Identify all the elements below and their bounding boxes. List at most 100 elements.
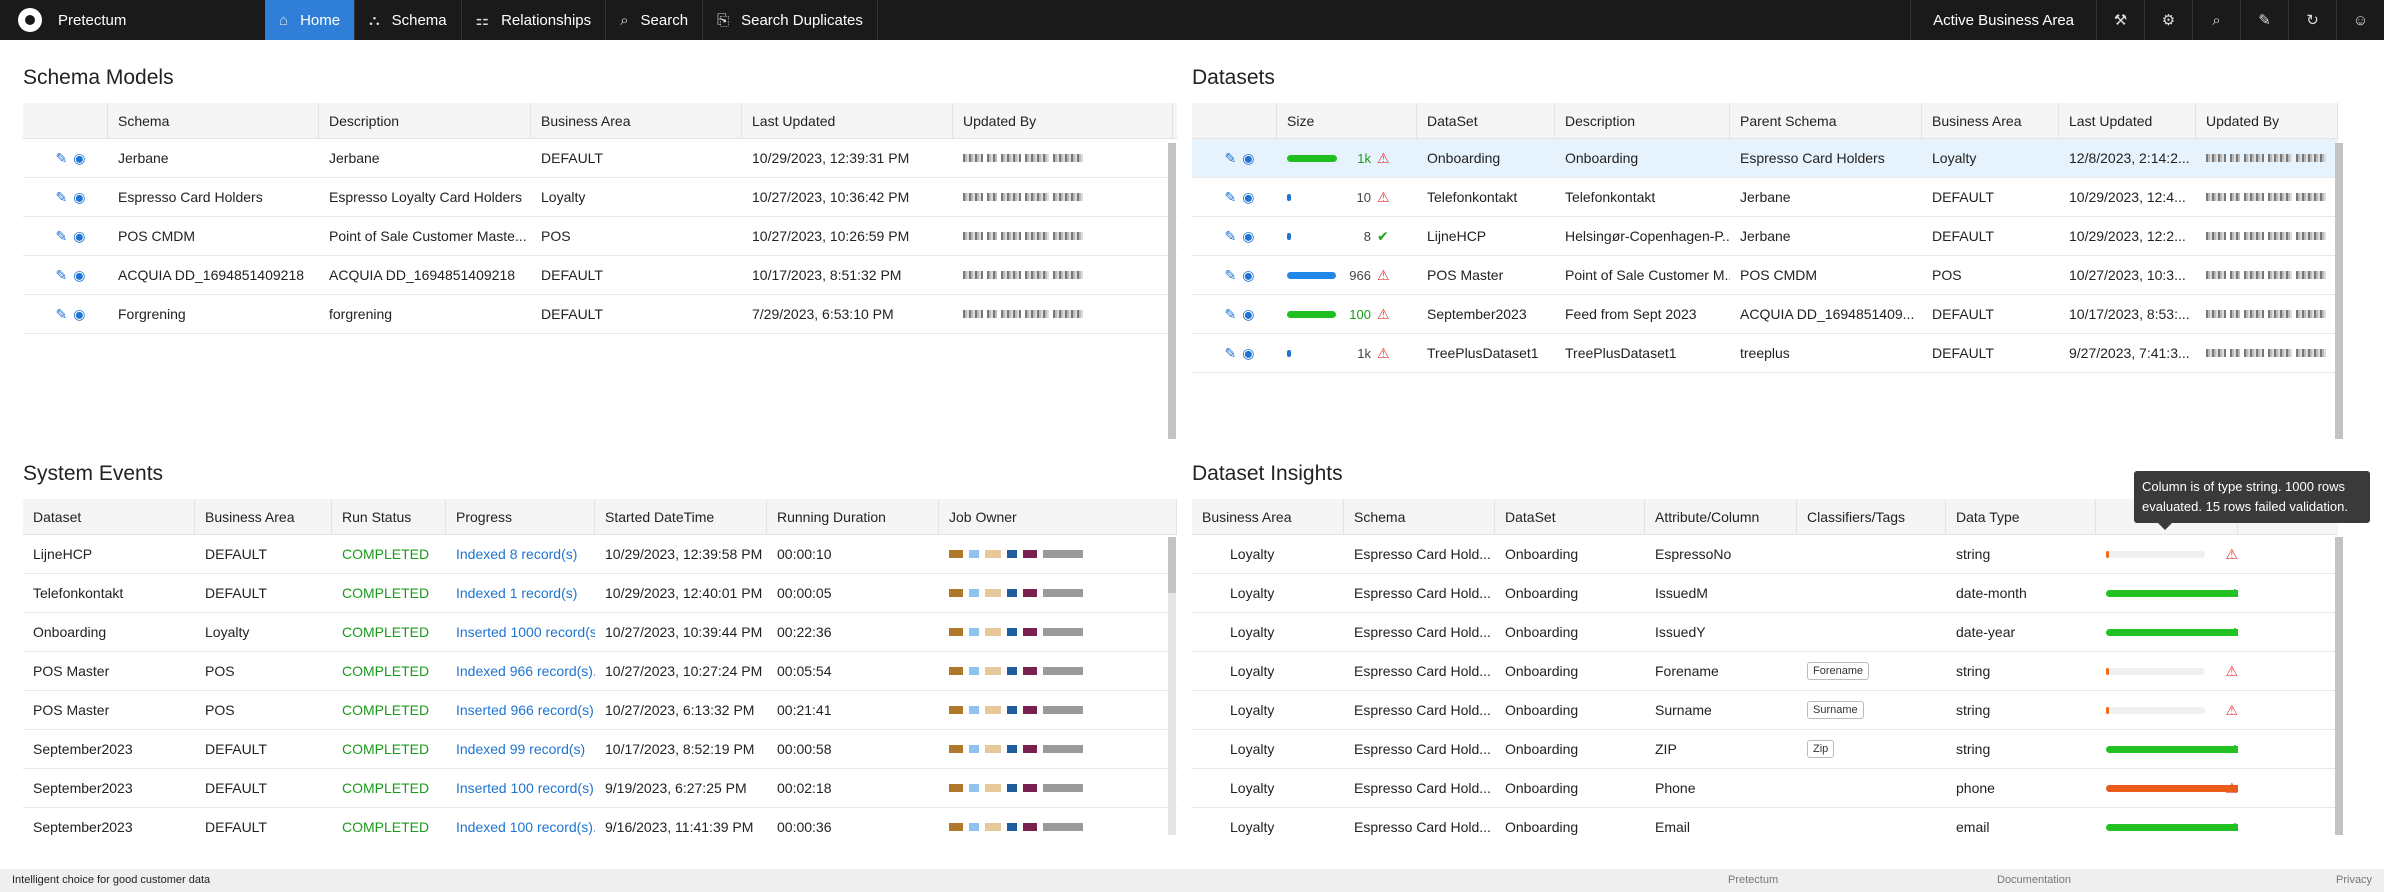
table-row[interactable]: Onboarding Loyalty COMPLETED Inserted 1000 …: [23, 613, 1177, 652]
progress-link[interactable]: Indexed 1 record(s): [456, 585, 578, 601]
view-icon[interactable]: ◉: [73, 149, 86, 166]
progress-link[interactable]: Inserted 1000 record(s): [456, 624, 595, 640]
table-row[interactable]: Loyalty Espresso Card Hold... Onboarding Es…: [1192, 535, 2338, 574]
edit-icon[interactable]: ✎: [1224, 188, 1237, 205]
column-header[interactable]: DataSet: [1495, 499, 1645, 535]
view-icon[interactable]: ◉: [73, 188, 86, 205]
table-row[interactable]: Loyalty Espresso Card Hold... Onboarding Fo…: [1192, 652, 2338, 691]
classifier-tag[interactable]: Zip: [1807, 740, 1835, 758]
edit-icon[interactable]: ✎: [55, 227, 68, 244]
column-header[interactable]: Running Duration: [767, 499, 939, 535]
dataset-insights-scrollbar[interactable]: [2335, 537, 2343, 835]
nav-search-duplicates[interactable]: ⎘ Search Duplicates: [703, 0, 878, 40]
column-header[interactable]: Progress: [446, 499, 595, 535]
schema-models-scrollbar[interactable]: [1168, 143, 1176, 439]
nav-schema[interactable]: ⛬ Schema: [355, 0, 462, 40]
table-row[interactable]: Telefonkontakt DEFAULT COMPLETED Indexed 1 …: [23, 574, 1177, 613]
column-header[interactable]: Last Updated: [2059, 103, 2196, 139]
footer-link-privacy[interactable]: Privacy: [2336, 874, 2373, 886]
column-header[interactable]: Run Status: [332, 499, 446, 535]
table-row[interactable]: ✎ ◉ 10 ⚠ Telefonkontakt Telefonkontakt Jerbane…: [1192, 178, 2338, 217]
column-header[interactable]: Updated By: [2196, 103, 2338, 139]
nav-relationships[interactable]: ⚏ Relationships: [462, 0, 607, 40]
column-header[interactable]: Data Type: [1946, 499, 2096, 535]
table-row[interactable]: ✎ ◉ Forgrening forgrening DEFAULT 7/29/2023, …: [23, 295, 1177, 334]
wand-icon[interactable]: ⚒: [2096, 0, 2144, 40]
validation-cell[interactable]: ⚠: [2096, 691, 2238, 730]
table-row[interactable]: September2023 DEFAULT COMPLETED Indexed 100…: [23, 808, 1177, 835]
edit-icon[interactable]: ✎: [55, 188, 68, 205]
table-row[interactable]: ✎ ◉ 1k ⚠ TreePlusDataset1 TreePlusDataset1 tre…: [1192, 334, 2338, 373]
validation-cell[interactable]: ✔: [2096, 613, 2238, 652]
classifier-tag[interactable]: Surname: [1807, 701, 1864, 719]
validation-cell[interactable]: ⚠: [2096, 652, 2238, 691]
column-header[interactable]: Schema: [108, 103, 319, 139]
validation-cell[interactable]: ✔: [2096, 730, 2238, 769]
column-header[interactable]: Updated By: [953, 103, 1173, 139]
table-row[interactable]: Loyalty Espresso Card Hold... Onboarding Is…: [1192, 613, 2338, 652]
column-header[interactable]: Business Area: [1922, 103, 2059, 139]
table-row[interactable]: September2023 DEFAULT COMPLETED Inserted 10…: [23, 769, 1177, 808]
classifier-tag[interactable]: Forename: [1807, 662, 1870, 680]
validation-cell[interactable]: ⚠: [2096, 769, 2238, 808]
column-header[interactable]: [23, 103, 108, 139]
column-header[interactable]: Size: [1277, 103, 1417, 139]
column-header[interactable]: Job Owner: [939, 499, 1177, 535]
column-header[interactable]: Business Area: [531, 103, 742, 139]
column-header[interactable]: [1192, 103, 1277, 139]
column-header[interactable]: DataSet: [1417, 103, 1555, 139]
view-icon[interactable]: ◉: [1242, 188, 1255, 205]
column-header[interactable]: Schema: [1344, 499, 1495, 535]
user-icon[interactable]: ☺: [2336, 0, 2384, 40]
view-icon[interactable]: ◉: [1242, 227, 1255, 244]
edit-icon[interactable]: ✎: [55, 149, 68, 166]
column-header[interactable]: Last Updated: [742, 103, 953, 139]
table-row[interactable]: POS Master POS COMPLETED Indexed 966 record…: [23, 652, 1177, 691]
footer-link-pretectum[interactable]: Pretectum: [1728, 874, 1779, 886]
edit-icon[interactable]: ✎: [1224, 344, 1237, 361]
progress-link[interactable]: Indexed 8 record(s): [456, 546, 578, 562]
view-icon[interactable]: ◉: [73, 266, 86, 283]
column-header[interactable]: Business Area: [195, 499, 332, 535]
progress-link[interactable]: Indexed 99 record(s): [456, 741, 586, 757]
tools-icon[interactable]: ✎: [2240, 0, 2288, 40]
progress-link[interactable]: Indexed 966 record(s)...: [456, 663, 595, 679]
table-row[interactable]: ✎ ◉ 966 ⚠ POS Master Point of Sale Customer M…: [1192, 256, 2338, 295]
brand[interactable]: Pretectum: [0, 0, 265, 40]
active-business-area-button[interactable]: Active Business Area: [1910, 0, 2096, 40]
edit-icon[interactable]: ✎: [1224, 227, 1237, 244]
view-icon[interactable]: ◉: [73, 227, 86, 244]
gear-icon[interactable]: ⚙: [2144, 0, 2192, 40]
column-header[interactable]: Started DateTime: [595, 499, 767, 535]
table-row[interactable]: Loyalty Espresso Card Hold... Onboarding Su…: [1192, 691, 2338, 730]
column-header[interactable]: Classifiers/Tags: [1797, 499, 1946, 535]
nav-search[interactable]: ⌕ Search: [606, 0, 704, 40]
view-icon[interactable]: ◉: [1242, 149, 1255, 166]
footer-link-documentation[interactable]: Documentation: [1997, 874, 2071, 886]
view-icon[interactable]: ◉: [73, 305, 86, 322]
edit-icon[interactable]: ✎: [1224, 266, 1237, 283]
zoom-icon[interactable]: ⌕: [2192, 0, 2240, 40]
column-header[interactable]: Parent Schema: [1730, 103, 1922, 139]
table-row[interactable]: ✎ ◉ 100 ⚠ September2023 Feed from Sept 2023 AC…: [1192, 295, 2338, 334]
column-header[interactable]: Dataset: [23, 499, 195, 535]
column-header[interactable]: Description: [1555, 103, 1730, 139]
table-row[interactable]: Loyalty Espresso Card Hold... Onboarding Ph…: [1192, 769, 2338, 808]
edit-icon[interactable]: ✎: [55, 305, 68, 322]
table-row[interactable]: ✎ ◉ POS CMDM Point of Sale Customer Maste..…: [23, 217, 1177, 256]
edit-icon[interactable]: ✎: [55, 266, 68, 283]
progress-link[interactable]: Indexed 100 record(s)...: [456, 819, 595, 835]
datasets-scrollbar[interactable]: [2335, 143, 2343, 439]
table-row[interactable]: Loyalty Espresso Card Hold... Onboarding Is…: [1192, 574, 2338, 613]
table-row[interactable]: ✎ ◉ Espresso Card Holders Espresso Loyalty …: [23, 178, 1177, 217]
progress-link[interactable]: Inserted 966 record(s)...: [456, 702, 595, 718]
table-row[interactable]: Loyalty Espresso Card Hold... Onboarding ZI…: [1192, 730, 2338, 769]
table-row[interactable]: ✎ ◉ 8 ✔ LijneHCP Helsingør-Copenhagen-P... Jer…: [1192, 217, 2338, 256]
progress-link[interactable]: Inserted 100 record(s)...: [456, 780, 595, 796]
view-icon[interactable]: ◉: [1242, 344, 1255, 361]
validation-cell[interactable]: ✔: [2096, 574, 2238, 613]
refresh-icon[interactable]: ↻: [2288, 0, 2336, 40]
nav-home[interactable]: ⌂ Home: [265, 0, 356, 40]
edit-icon[interactable]: ✎: [1224, 149, 1237, 166]
column-header[interactable]: Description: [319, 103, 531, 139]
